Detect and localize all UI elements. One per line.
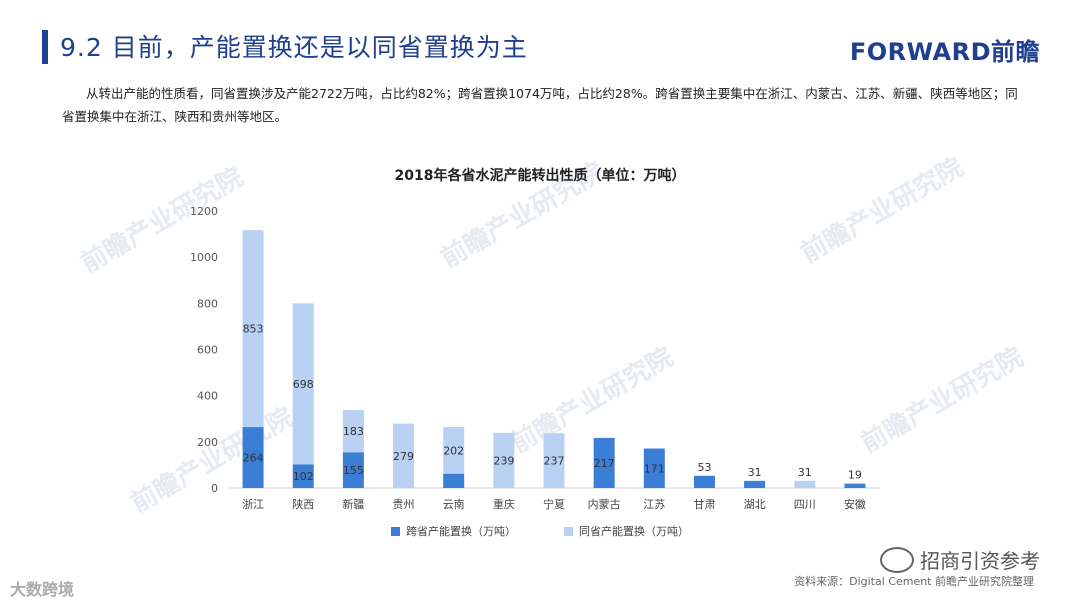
bar-segment-same-province <box>242 230 264 428</box>
legend-swatch <box>391 526 400 536</box>
intro-paragraph: 从转出产能的性质看，同省置换涉及产能2722万吨，占比约82%；跨省置换1074… <box>62 86 1018 124</box>
data-label: 31 <box>748 466 762 479</box>
bar-segment-same-province <box>443 427 465 474</box>
legend-label: 跨省产能置换（万吨） <box>406 525 516 538</box>
y-tick-label: 800 <box>197 297 218 310</box>
x-tick-label: 安徽 <box>844 497 866 511</box>
data-label: 217 <box>594 457 615 470</box>
y-tick-label: 1200 <box>190 205 218 218</box>
data-label: 171 <box>644 462 665 475</box>
bottom-left-watermark: 大数跨境 <box>10 580 75 599</box>
data-label: 264 <box>243 452 264 465</box>
y-tick-label: 0 <box>211 482 218 495</box>
data-label: 853 <box>243 323 264 336</box>
x-tick-label: 内蒙古 <box>588 497 621 511</box>
bar-segment-cross-province <box>443 473 465 488</box>
source-note: 资料来源：Digital Cement 前瞻产业研究院整理 <box>794 575 1034 588</box>
x-tick-label: 贵州 <box>393 498 415 511</box>
data-label: 102 <box>293 470 314 483</box>
bar-segment-same-province <box>342 409 364 453</box>
x-tick-label: 云南 <box>443 498 465 511</box>
data-label: 239 <box>493 454 514 467</box>
x-tick-label: 浙江 <box>242 498 264 511</box>
x-tick-label: 重庆 <box>493 497 515 511</box>
chart-title: 2018年各省水泥产能转出性质（单位：万吨） <box>394 168 686 184</box>
x-tick-label: 四川 <box>794 498 816 511</box>
bar-segment-same-province <box>393 423 415 488</box>
wechat-badge: 招商引资参考 <box>880 545 1040 574</box>
bar-segment-cross-province <box>242 427 264 488</box>
title-accent-bar <box>42 30 48 64</box>
data-label: 698 <box>293 378 314 391</box>
y-tick-label: 400 <box>197 390 218 403</box>
data-label: 237 <box>544 455 565 468</box>
wechat-label: 招商引资参考 <box>920 549 1040 573</box>
legend-item-same-province: 同省产能置换（万吨） <box>564 523 689 539</box>
bar-segment-cross-province <box>643 448 665 488</box>
x-tick-label: 宁夏 <box>543 497 565 511</box>
bar-segment-same-province <box>543 433 565 488</box>
legend-swatch <box>564 526 573 536</box>
x-tick-label: 湖北 <box>744 498 766 511</box>
bar-segment-cross-province <box>693 475 715 488</box>
brand-logo: FORWARD前瞻 <box>849 38 1040 66</box>
data-label: 155 <box>343 464 364 477</box>
legend-item-cross-province: 跨省产能置换（万吨） <box>391 523 516 539</box>
bar-segment-cross-province <box>292 464 314 488</box>
wechat-icon <box>880 546 914 573</box>
bar-segment-same-province <box>292 303 314 465</box>
data-label: 183 <box>343 425 364 438</box>
bar-segment-same-province <box>493 432 515 488</box>
x-tick-label: 新疆 <box>342 497 364 511</box>
bar-segment-cross-province <box>593 437 615 488</box>
bar-segment-cross-province <box>844 483 866 488</box>
data-label: 19 <box>848 469 862 482</box>
y-tick-label: 1000 <box>190 251 218 264</box>
bar-segment-cross-province <box>744 480 766 488</box>
data-label: 31 <box>798 466 812 479</box>
bar-segment-same-province <box>794 480 816 488</box>
x-tick-label: 江苏 <box>643 498 665 511</box>
x-tick-label: 甘肃 <box>693 498 715 511</box>
page-title: 9.2 目前，产能置换还是以同省置换为主 <box>60 33 528 62</box>
y-tick-label: 200 <box>197 436 218 449</box>
data-label: 53 <box>697 461 711 474</box>
legend-label: 同省产能置换（万吨） <box>579 525 689 538</box>
bar-segment-cross-province <box>342 452 364 488</box>
data-label: 202 <box>443 444 464 457</box>
data-label: 279 <box>393 450 414 463</box>
x-tick-label: 陕西 <box>292 497 314 511</box>
y-tick-label: 600 <box>197 344 218 357</box>
chart-legend: 跨省产能置换（万吨） 同省产能置换（万吨） <box>0 523 1080 539</box>
